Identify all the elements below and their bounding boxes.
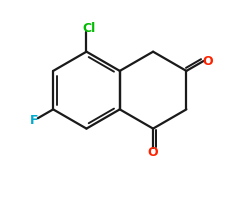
Text: F: F [30, 114, 38, 127]
Text: O: O [203, 55, 213, 68]
Text: Cl: Cl [83, 22, 96, 35]
Text: O: O [148, 146, 158, 159]
